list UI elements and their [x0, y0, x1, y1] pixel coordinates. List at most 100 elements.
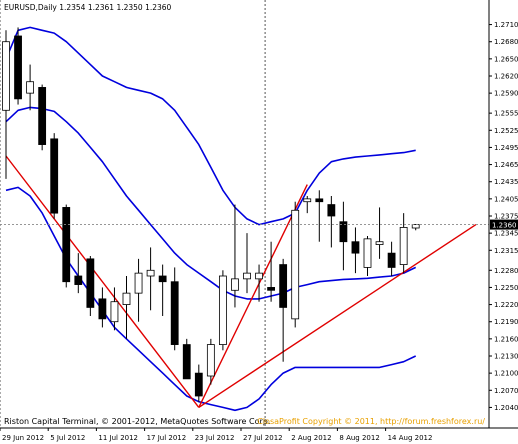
price-tick-label: 1.2465: [494, 161, 518, 169]
candle: [14, 27, 22, 105]
candle: [303, 196, 312, 214]
candle-body: [182, 344, 191, 380]
candle-body: [74, 275, 83, 285]
time-tick-label: 8 Aug 2012: [339, 434, 379, 442]
candle: [399, 213, 408, 274]
candle-body: [291, 209, 300, 320]
price-tick-label: 1.2345: [494, 230, 518, 238]
candle: [375, 207, 384, 259]
candle: [110, 287, 119, 331]
time-axis: 29 Jun 2012 5 Jul 2012 11 Jul 2012 17 Jul 2…: [0, 428, 432, 442]
trend-lines: [5, 155, 477, 409]
price-tick-label: 1.2160: [494, 335, 518, 343]
time-tick-label: 17 Jul 2012: [147, 434, 187, 442]
candle-body: [206, 344, 215, 377]
price-tick-label: 1.2100: [494, 370, 518, 378]
candle: [62, 204, 71, 288]
candle: [206, 338, 215, 385]
candle-body: [339, 221, 348, 243]
period-separators: [0, 0, 266, 428]
candle-body: [38, 87, 47, 145]
price-tick-label: 1.2435: [494, 178, 518, 186]
price-tick-label: 1.2710: [494, 21, 518, 29]
candle: [194, 364, 203, 402]
time-tick-label: 2 Aug 2012: [291, 434, 331, 442]
candle-body: [363, 238, 372, 268]
candle-body: [267, 287, 276, 291]
price-tick-label: 1.2405: [494, 195, 518, 203]
time-tick-label: 27 Jul 2012: [243, 434, 283, 442]
current-price-box: [490, 219, 518, 230]
candle: [291, 201, 300, 328]
price-tick-label: 1.2650: [494, 55, 518, 63]
candle-body: [98, 298, 107, 320]
candle: [411, 224, 420, 231]
candle: [351, 227, 360, 274]
candlesticks: [2, 27, 420, 402]
candle: [327, 196, 336, 248]
candle-body: [14, 35, 22, 100]
price-tick-label: 1.2525: [494, 127, 518, 135]
price-tick-label: 1.2495: [494, 144, 518, 152]
candle-body: [375, 241, 384, 245]
band-upper: [5, 26, 416, 226]
candle-body: [218, 275, 227, 345]
candle: [182, 338, 191, 380]
price-tick-label: 1.2620: [494, 73, 518, 81]
copyright-right: ClosaProfit Copyright © 2011, http://for…: [257, 417, 485, 426]
time-tick-label: 14 Aug 2012: [388, 434, 433, 442]
candle-body: [62, 207, 71, 283]
time-tick-label: 29 Jun 2012: [2, 434, 44, 442]
candle: [158, 264, 167, 316]
price-tick-label: 1.2130: [494, 353, 518, 361]
candle: [231, 204, 239, 308]
time-tick-label: 5 Jul 2012: [50, 434, 85, 442]
candle-body: [231, 278, 239, 291]
time-tick-label: 11 Jul 2012: [98, 434, 138, 442]
candle-body: [26, 81, 35, 94]
candle: [122, 276, 131, 339]
price-tick-label: 1.2220: [494, 301, 518, 309]
candle-body: [411, 224, 420, 229]
price-tick-label: 1.2680: [494, 38, 518, 46]
candle-body: [158, 275, 167, 283]
band-lower: [5, 186, 417, 412]
candle-body: [351, 241, 360, 254]
candle-body: [86, 258, 95, 308]
price-tick-label: 1.2375: [494, 213, 518, 221]
candle: [146, 247, 155, 311]
current-price-line: 1.2360: [0, 219, 518, 230]
candle: [387, 241, 396, 276]
candle: [339, 201, 348, 271]
candle: [86, 256, 95, 316]
candle-body: [387, 252, 396, 268]
candle-body: [134, 272, 143, 294]
candle: [279, 258, 288, 362]
price-axis: 1.2710 1.2680 1.2650 1.2620 1.2590 1.2555 1.25…: [489, 21, 518, 412]
candle-body: [2, 41, 10, 111]
candle: [363, 236, 372, 276]
copyright-left: Riston Capital Terminal, © 2001-2012, Me…: [4, 417, 270, 426]
price-tick-label: 1.2280: [494, 267, 518, 275]
candle-body: [327, 204, 336, 217]
candle: [2, 30, 10, 179]
candle: [98, 287, 107, 328]
candle-body: [50, 138, 59, 214]
candle: [38, 84, 47, 151]
time-tick-label: 23 Jul 2012: [195, 434, 235, 442]
symbol-title: EURUSD,Daily 1.2354 1.2361 1.2350 1.2360: [4, 3, 172, 12]
candle: [255, 264, 263, 302]
trend-line-0: [5, 155, 200, 408]
price-tick-label: 1.2555: [494, 110, 518, 118]
candle-body: [399, 227, 408, 265]
bollinger-bands: [5, 26, 417, 412]
price-tick-label: 1.2250: [494, 284, 518, 292]
price-tick-label: 1.2070: [494, 387, 518, 395]
price-tick-label: 1.2590: [494, 90, 518, 98]
candle: [26, 64, 35, 111]
candle-body: [146, 269, 155, 277]
candle: [170, 267, 179, 351]
price-tick-label: 1.2040: [494, 404, 518, 412]
